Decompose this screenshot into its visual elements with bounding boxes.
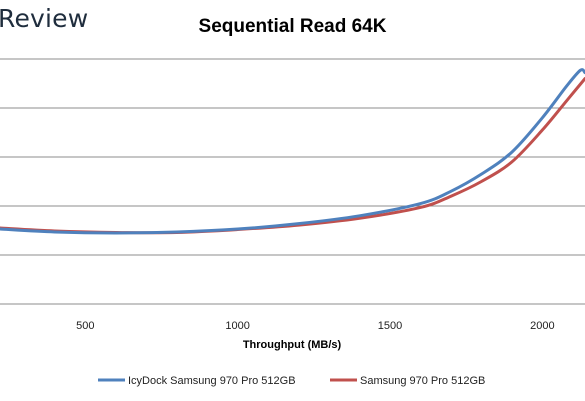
x-tick-label: 1500 <box>378 320 402 332</box>
series-line-2 <box>0 77 585 235</box>
legend-label: IcyDock Samsung 970 Pro 512GB <box>128 375 296 387</box>
brand-logo-text: Review <box>0 4 89 33</box>
gridlines <box>0 58 585 305</box>
x-tick-label: 2000 <box>530 320 554 332</box>
chart-title: Sequential Read 64K <box>198 16 387 37</box>
x-axis-ticks: 500 1000 1500 2000 <box>76 320 554 332</box>
legend-label: Samsung 970 Pro 512GB <box>360 375 485 387</box>
series-line-1 <box>0 68 585 235</box>
x-tick-label: 1000 <box>225 320 249 332</box>
x-tick-label: 500 <box>76 320 94 332</box>
legend: IcyDock Samsung 970 Pro 512GB Samsung 970… <box>98 375 485 387</box>
x-axis-label: Throughput (MB/s) <box>243 339 342 351</box>
series-lines <box>0 68 585 235</box>
